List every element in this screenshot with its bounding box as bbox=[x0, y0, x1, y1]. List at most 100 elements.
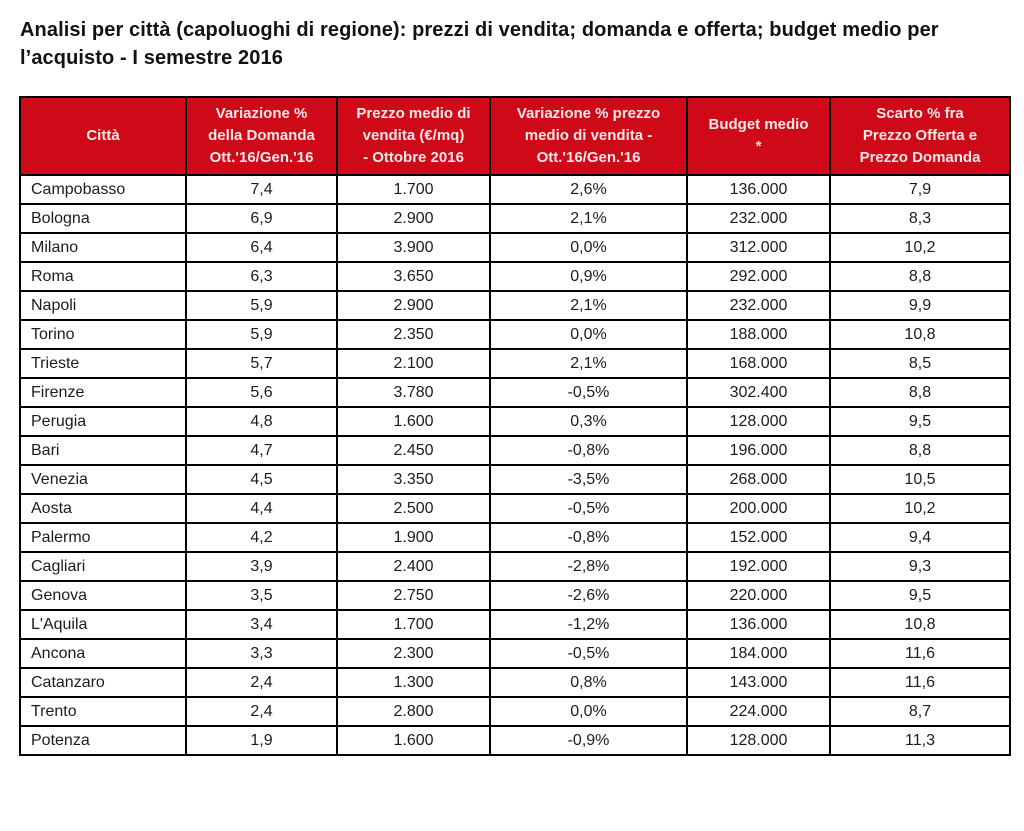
column-header-variazione-prezzo: Variazione % prezzo medio di vendita - O… bbox=[489, 96, 688, 176]
table-header-row: Città Variazione % della Domanda Ott.'16… bbox=[19, 96, 1011, 176]
cell-value: 4,7 bbox=[185, 435, 338, 466]
cell-value: 2,4 bbox=[185, 696, 338, 727]
cell-city: Palermo bbox=[19, 522, 187, 553]
table-row: Bologna 6,9 2.900 2,1% 232.000 8,3 bbox=[19, 203, 1011, 234]
table-row: Campobasso 7,4 1.700 2,6% 136.000 7,9 bbox=[19, 174, 1011, 205]
cell-value: 8,7 bbox=[829, 696, 1011, 727]
cell-value: 2.750 bbox=[336, 580, 491, 611]
cell-value: 9,5 bbox=[829, 406, 1011, 437]
cell-value: 0,0% bbox=[489, 696, 688, 727]
cell-value: 10,2 bbox=[829, 493, 1011, 524]
table-row: Aosta 4,4 2.500 -0,5% 200.000 10,2 bbox=[19, 493, 1011, 524]
cell-value: 8,8 bbox=[829, 377, 1011, 408]
table-row: Napoli 5,9 2.900 2,1% 232.000 9,9 bbox=[19, 290, 1011, 321]
cell-value: 268.000 bbox=[686, 464, 831, 495]
cell-value: 3.780 bbox=[336, 377, 491, 408]
cell-value: 2.900 bbox=[336, 203, 491, 234]
cell-city: Napoli bbox=[19, 290, 187, 321]
cell-city: Genova bbox=[19, 580, 187, 611]
cell-value: 8,5 bbox=[829, 348, 1011, 379]
cell-value: 1.700 bbox=[336, 609, 491, 640]
cell-value: 5,6 bbox=[185, 377, 338, 408]
cell-value: 232.000 bbox=[686, 290, 831, 321]
cell-city: Trento bbox=[19, 696, 187, 727]
cell-value: -0,5% bbox=[489, 638, 688, 669]
cell-value: 196.000 bbox=[686, 435, 831, 466]
city-analysis-table: Città Variazione % della Domanda Ott.'16… bbox=[19, 96, 1011, 756]
cell-value: 312.000 bbox=[686, 232, 831, 263]
page-title: Analisi per città (capoluoghi di regione… bbox=[20, 19, 939, 69]
cell-value: 0,8% bbox=[489, 667, 688, 698]
cell-value: 1,9 bbox=[185, 725, 338, 756]
table-row: Trieste 5,7 2.100 2,1% 168.000 8,5 bbox=[19, 348, 1011, 379]
cell-value: 2.900 bbox=[336, 290, 491, 321]
cell-city: Trieste bbox=[19, 348, 187, 379]
cell-value: 2,4 bbox=[185, 667, 338, 698]
table-row: Milano 6,4 3.900 0,0% 312.000 10,2 bbox=[19, 232, 1011, 263]
table-row: Trento 2,4 2.800 0,0% 224.000 8,7 bbox=[19, 696, 1011, 727]
cell-value: 232.000 bbox=[686, 203, 831, 234]
cell-city: Venezia bbox=[19, 464, 187, 495]
cell-value: 9,4 bbox=[829, 522, 1011, 553]
cell-value: 184.000 bbox=[686, 638, 831, 669]
cell-value: 10,2 bbox=[829, 232, 1011, 263]
table-row: Firenze 5,6 3.780 -0,5% 302.400 8,8 bbox=[19, 377, 1011, 408]
table-row: Catanzaro 2,4 1.300 0,8% 143.000 11,6 bbox=[19, 667, 1011, 698]
cell-city: Aosta bbox=[19, 493, 187, 524]
cell-value: 3,3 bbox=[185, 638, 338, 669]
cell-city: Bologna bbox=[19, 203, 187, 234]
cell-value: 168.000 bbox=[686, 348, 831, 379]
cell-value: 1.900 bbox=[336, 522, 491, 553]
cell-value: 2,1% bbox=[489, 203, 688, 234]
cell-value: -2,8% bbox=[489, 551, 688, 582]
cell-value: 8,8 bbox=[829, 261, 1011, 292]
cell-value: 11,3 bbox=[829, 725, 1011, 756]
cell-value: 2,6% bbox=[489, 174, 688, 205]
column-header-variazione-domanda: Variazione % della Domanda Ott.'16/Gen.'… bbox=[185, 96, 338, 176]
cell-value: -1,2% bbox=[489, 609, 688, 640]
cell-value: 0,0% bbox=[489, 319, 688, 350]
cell-city: Torino bbox=[19, 319, 187, 350]
cell-value: 224.000 bbox=[686, 696, 831, 727]
cell-city: Cagliari bbox=[19, 551, 187, 582]
cell-value: 2.450 bbox=[336, 435, 491, 466]
table-row: Roma 6,3 3.650 0,9% 292.000 8,8 bbox=[19, 261, 1011, 292]
cell-value: 10,8 bbox=[829, 319, 1011, 350]
cell-value: 188.000 bbox=[686, 319, 831, 350]
cell-value: 3.350 bbox=[336, 464, 491, 495]
cell-value: -2,6% bbox=[489, 580, 688, 611]
table-row: Perugia 4,8 1.600 0,3% 128.000 9,5 bbox=[19, 406, 1011, 437]
cell-value: 2,1% bbox=[489, 290, 688, 321]
cell-city: Milano bbox=[19, 232, 187, 263]
cell-city: Ancona bbox=[19, 638, 187, 669]
cell-value: 4,5 bbox=[185, 464, 338, 495]
cell-value: 10,5 bbox=[829, 464, 1011, 495]
cell-value: 7,9 bbox=[829, 174, 1011, 205]
cell-value: 2.350 bbox=[336, 319, 491, 350]
cell-value: 4,2 bbox=[185, 522, 338, 553]
cell-value: 152.000 bbox=[686, 522, 831, 553]
cell-city: L'Aquila bbox=[19, 609, 187, 640]
table-header: Città Variazione % della Domanda Ott.'16… bbox=[19, 96, 1011, 176]
cell-value: 11,6 bbox=[829, 667, 1011, 698]
cell-value: 5,7 bbox=[185, 348, 338, 379]
table-row: Ancona 3,3 2.300 -0,5% 184.000 11,6 bbox=[19, 638, 1011, 669]
cell-value: 2.300 bbox=[336, 638, 491, 669]
cell-value: 5,9 bbox=[185, 290, 338, 321]
cell-value: 5,9 bbox=[185, 319, 338, 350]
cell-value: 6,3 bbox=[185, 261, 338, 292]
cell-city: Perugia bbox=[19, 406, 187, 437]
cell-value: 9,3 bbox=[829, 551, 1011, 582]
cell-value: -0,9% bbox=[489, 725, 688, 756]
table-row: L'Aquila 3,4 1.700 -1,2% 136.000 10,8 bbox=[19, 609, 1011, 640]
cell-value: 4,8 bbox=[185, 406, 338, 437]
cell-value: 2.500 bbox=[336, 493, 491, 524]
cell-value: 4,4 bbox=[185, 493, 338, 524]
cell-city: Potenza bbox=[19, 725, 187, 756]
column-header-budget-medio: Budget medio * bbox=[686, 96, 831, 176]
cell-value: 302.400 bbox=[686, 377, 831, 408]
cell-value: 128.000 bbox=[686, 725, 831, 756]
cell-value: 136.000 bbox=[686, 609, 831, 640]
cell-value: 11,6 bbox=[829, 638, 1011, 669]
column-header-scarto: Scarto % fra Prezzo Offerta e Prezzo Dom… bbox=[829, 96, 1011, 176]
